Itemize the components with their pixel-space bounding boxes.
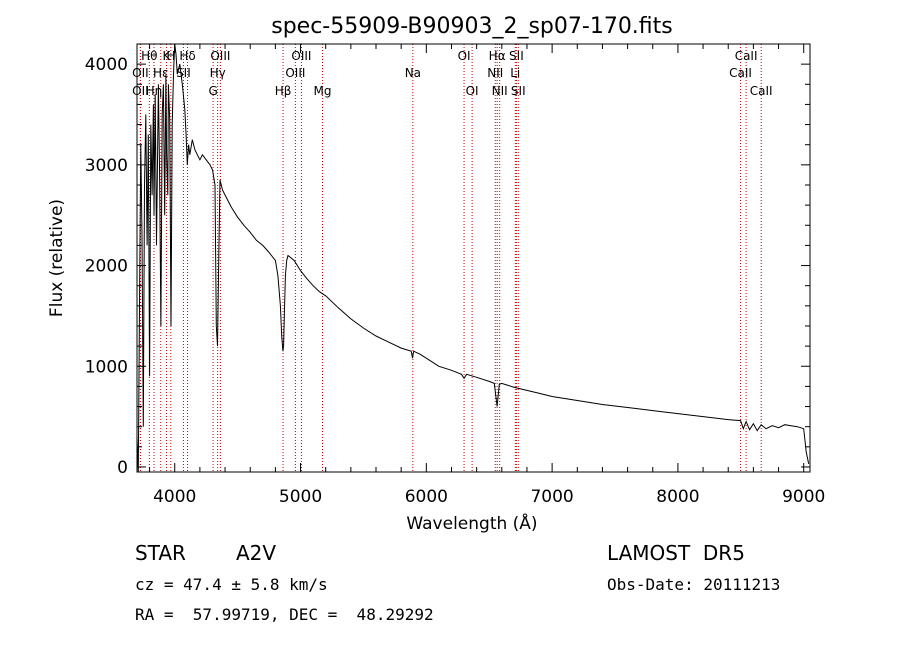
line-label-13: OIII xyxy=(291,49,311,63)
x-axis: 4000 5000 6000 7000 8000 9000 xyxy=(149,44,825,507)
redshift-cz: cz = 47.4 ± 5.8 km/s xyxy=(135,575,328,594)
line-label-23: Li xyxy=(510,66,520,80)
line-label-12: Hβ xyxy=(275,84,292,98)
line-label-27: CaII xyxy=(750,84,773,98)
spectral-subclass: A2V xyxy=(236,541,277,565)
x-axis-label: Wavelength (Å) xyxy=(406,512,537,534)
observation-date: Obs-Date: 20111213 xyxy=(607,575,781,594)
y-axis-label: Flux (relative) xyxy=(47,199,67,317)
line-label-0: Hθ xyxy=(141,49,157,63)
line-label-8: Hδ xyxy=(179,49,195,63)
plot-frame xyxy=(136,43,811,473)
line-label-19: Hα xyxy=(489,49,506,63)
line-label-10: Hγ xyxy=(210,66,226,80)
spectrum-line xyxy=(136,43,810,473)
line-label-2: OII xyxy=(132,84,149,98)
line-label-9: OIII xyxy=(210,49,230,63)
line-markers xyxy=(139,44,762,472)
line-label-3: Hη xyxy=(146,84,163,98)
survey-name: LAMOST DR5 xyxy=(607,541,745,565)
line-label-7: SII xyxy=(176,66,191,80)
y-tick-label: 2000 xyxy=(85,257,128,277)
line-label-22: SII xyxy=(509,49,524,63)
x-tick-label: 5000 xyxy=(279,487,322,507)
line-label-26: CaII xyxy=(729,66,752,80)
line-label-24: SII xyxy=(511,84,526,98)
x-tick-label: 7000 xyxy=(530,487,573,507)
y-axis: 0 1000 2000 3000 4000 xyxy=(85,43,810,478)
line-label-16: Na xyxy=(405,66,421,80)
line-label-14: OIII xyxy=(285,66,305,80)
line-label-25: CaII xyxy=(735,49,758,63)
x-tick-label: 4000 xyxy=(153,487,196,507)
x-tick-label: 8000 xyxy=(656,487,699,507)
line-label-1: OII xyxy=(132,66,149,80)
x-tick-label: 6000 xyxy=(405,487,448,507)
y-tick-label: 1000 xyxy=(85,357,128,377)
line-label-11: G xyxy=(208,84,217,98)
line-label-5: K xyxy=(162,49,171,63)
line-label-21: NII xyxy=(492,84,508,98)
line-label-6: H xyxy=(166,49,175,63)
line-label-18: OI xyxy=(466,84,479,98)
y-tick-label: 0 xyxy=(117,458,128,478)
line-label-4: Hε xyxy=(153,66,169,80)
chart-title: spec-55909-B90903_2_sp07-170.fits xyxy=(271,14,673,39)
line-label-15: Mg xyxy=(314,84,332,98)
x-tick-label: 9000 xyxy=(782,487,825,507)
object-class: STAR xyxy=(135,541,186,565)
sky-coordinates: RA = 57.99719, DEC = 48.29292 xyxy=(135,605,434,624)
y-tick-label: 3000 xyxy=(85,156,128,176)
line-label-17: OI xyxy=(458,49,471,63)
y-tick-label: 4000 xyxy=(85,55,128,75)
line-label-20: NII xyxy=(487,66,503,80)
